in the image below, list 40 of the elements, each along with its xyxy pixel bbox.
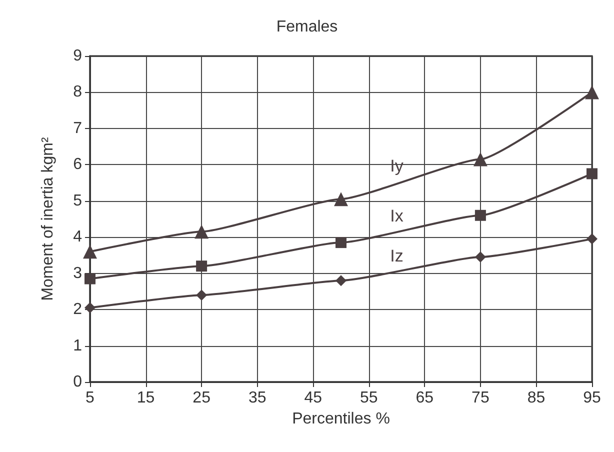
point <box>334 192 348 206</box>
x-tick-label: 85 <box>527 390 546 406</box>
x-tick-label: 25 <box>192 390 211 406</box>
point <box>336 237 346 248</box>
x-tick-label: 35 <box>248 390 266 406</box>
point <box>194 224 209 239</box>
point <box>196 260 208 272</box>
y-tick-label: 0 <box>73 374 82 390</box>
point <box>196 290 208 301</box>
point <box>585 85 599 100</box>
x-tick-label: 45 <box>304 390 322 406</box>
x-tick-label: 5 <box>86 390 95 406</box>
chart-title: Females <box>276 18 338 36</box>
point <box>84 302 96 314</box>
x-tick-label: 15 <box>136 390 155 406</box>
y-tick-label: 6 <box>73 156 82 174</box>
point <box>473 152 488 166</box>
y-tick-label: 3 <box>73 264 82 282</box>
x-axis-title: Percentiles % <box>292 410 390 428</box>
series-label: Iz <box>390 246 404 266</box>
y-tick-label: 4 <box>73 228 82 246</box>
point <box>83 244 97 259</box>
y-tick-label: 5 <box>73 192 82 210</box>
series-label: Ix <box>390 206 404 226</box>
x-tick-label: 95 <box>583 390 601 406</box>
y-tick-label: 1 <box>73 337 82 354</box>
x-tick-label: 65 <box>416 390 434 406</box>
x-tick-label: 55 <box>360 390 378 406</box>
y-tick-label: 9 <box>73 48 82 64</box>
point <box>336 275 346 286</box>
point <box>474 210 486 221</box>
y-tick-label: 8 <box>73 84 82 101</box>
y-tick-label: 2 <box>73 301 82 318</box>
point <box>586 233 598 244</box>
point <box>474 252 486 263</box>
y-axis-title: Moment of inertia kgm² <box>40 136 56 301</box>
point <box>586 168 598 180</box>
x-tick-label: 75 <box>472 390 490 406</box>
point <box>84 273 96 284</box>
y-tick-label: 7 <box>73 120 82 137</box>
